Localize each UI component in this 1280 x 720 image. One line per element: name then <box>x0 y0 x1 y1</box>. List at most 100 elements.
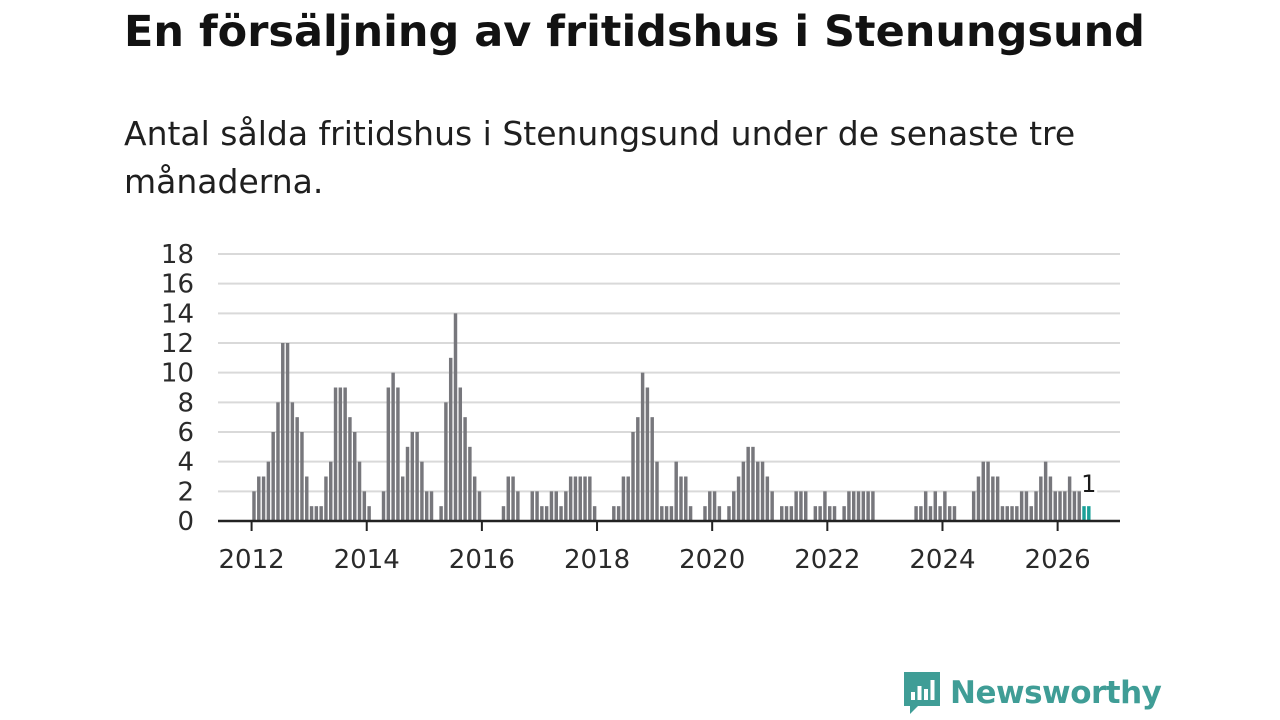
bar <box>684 476 688 521</box>
x-tick-label: 2024 <box>909 545 975 575</box>
bar <box>832 506 837 521</box>
bar <box>420 461 424 521</box>
bar <box>329 461 333 521</box>
bar <box>535 491 539 521</box>
bar <box>1034 491 1038 521</box>
x-tick-label: 2016 <box>449 545 515 575</box>
bar <box>477 491 482 521</box>
bar <box>381 491 386 521</box>
bar <box>1043 461 1048 521</box>
bar <box>664 506 669 521</box>
bar <box>645 387 650 521</box>
bar <box>794 491 798 521</box>
bar <box>357 461 362 521</box>
bar <box>741 461 746 521</box>
bar <box>1010 506 1014 521</box>
bar <box>444 402 448 521</box>
bar <box>655 461 659 521</box>
bar <box>1063 491 1067 521</box>
x-tick-label: 2012 <box>218 545 284 575</box>
bar <box>1053 491 1057 521</box>
bar <box>914 506 918 521</box>
bar <box>305 476 309 521</box>
bar <box>760 461 765 521</box>
bar <box>636 417 640 521</box>
y-tick-label: 10 <box>161 359 194 389</box>
y-tick-label: 18 <box>161 240 194 270</box>
x-tick-label: 2014 <box>334 545 400 575</box>
bar <box>640 372 645 521</box>
bar <box>981 461 985 521</box>
bar <box>871 491 875 521</box>
bar <box>511 476 515 521</box>
bar <box>986 461 990 521</box>
bar <box>285 343 290 521</box>
bar <box>679 476 683 521</box>
bar <box>583 476 587 521</box>
bar <box>405 446 410 521</box>
bar <box>295 417 299 521</box>
bar <box>333 387 338 521</box>
bar <box>1058 491 1062 521</box>
bar <box>976 476 981 521</box>
bar <box>938 506 942 521</box>
bar <box>540 506 544 521</box>
bar <box>947 506 952 521</box>
bar <box>252 491 256 521</box>
y-tick-label: 0 <box>177 507 194 537</box>
bar <box>650 417 654 521</box>
y-tick-label: 8 <box>177 388 194 418</box>
bar <box>463 417 467 521</box>
bar <box>818 506 822 521</box>
newsworthy-logo[interactable]: Newsworthy <box>902 669 1162 717</box>
bar <box>943 491 947 521</box>
gridlines <box>218 253 1120 493</box>
bar <box>424 491 429 521</box>
bar <box>1077 491 1081 521</box>
data-labels: 1 <box>1078 467 1099 501</box>
bar <box>281 343 285 521</box>
bar <box>919 506 923 521</box>
bar <box>1039 476 1043 521</box>
bar <box>549 491 554 521</box>
bar <box>362 491 367 521</box>
bar <box>669 506 674 521</box>
bar <box>770 491 774 521</box>
bar <box>448 357 453 521</box>
x-tick-label: 2026 <box>1025 545 1091 575</box>
bar <box>991 476 995 521</box>
bar <box>516 491 520 521</box>
bar <box>429 491 434 521</box>
bar <box>847 491 851 521</box>
y-tick-label: 16 <box>161 270 194 300</box>
bar <box>823 491 827 521</box>
x-tick-label: 2020 <box>679 545 745 575</box>
bar <box>1024 491 1029 521</box>
bar <box>1029 506 1033 521</box>
y-tick-label: 14 <box>161 299 194 329</box>
bar <box>971 491 976 521</box>
bar <box>866 491 870 521</box>
bar <box>338 387 343 521</box>
bar <box>564 491 568 521</box>
bar <box>780 506 784 521</box>
bar <box>276 402 280 521</box>
bar <box>353 432 357 521</box>
bar <box>717 506 722 521</box>
bar <box>732 491 736 521</box>
bar <box>324 476 328 521</box>
bar <box>400 476 405 521</box>
chart-subtitle: Antal sålda fritidshus i Stenungsund und… <box>124 114 1076 201</box>
bar <box>727 506 731 521</box>
bar <box>626 476 630 521</box>
x-tick-label: 2018 <box>564 545 630 575</box>
bar <box>592 506 597 521</box>
bar <box>756 461 760 521</box>
bar <box>861 491 866 521</box>
bar <box>261 476 266 521</box>
bar <box>828 506 832 521</box>
bar <box>631 432 635 521</box>
bar <box>933 491 938 521</box>
bar <box>506 476 510 521</box>
